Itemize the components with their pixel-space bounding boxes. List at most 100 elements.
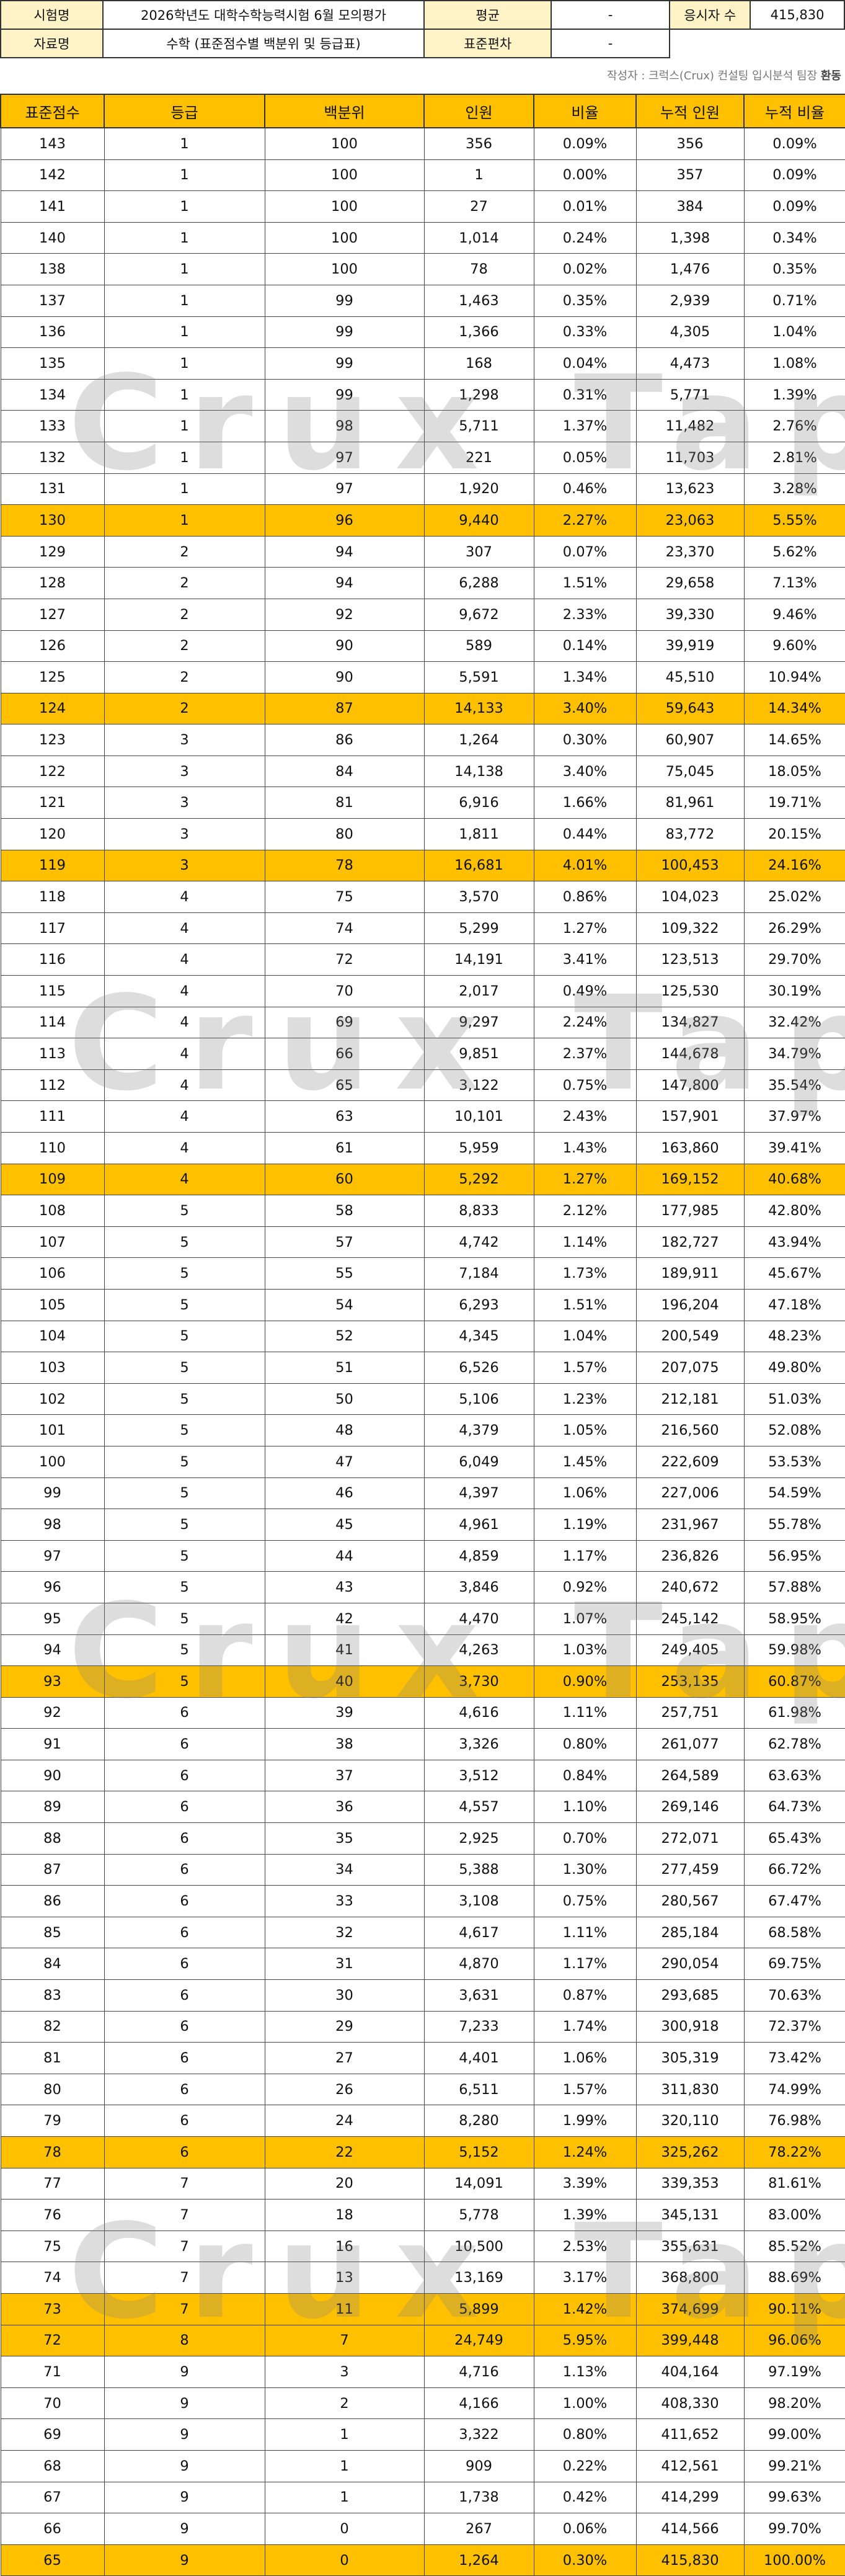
cumulative-count-cell: 231,967 (635, 1509, 745, 1541)
grade-cell: 4 (104, 1163, 265, 1196)
percentile-cell: 99 (264, 347, 425, 380)
ratio-cell: 0.70% (533, 1822, 637, 1855)
grade-cell: 1 (104, 221, 265, 254)
ratio-cell: 1.34% (533, 661, 637, 693)
count-cell: 6,288 (423, 567, 534, 599)
count-cell: 14,138 (423, 755, 534, 788)
cumulative-ratio-cell: 59.98% (743, 1634, 845, 1667)
cumulative-ratio-cell: 72.37% (743, 2010, 845, 2043)
table-row: 70 9 2 4,166 1.00% 408,330 98.20% (0, 2387, 845, 2420)
cumulative-ratio-cell: 1.04% (743, 316, 845, 349)
standard-score-cell: 141 (0, 190, 105, 223)
grade-cell: 7 (104, 2262, 265, 2294)
grade-cell: 4 (104, 1100, 265, 1133)
percentile-cell: 42 (264, 1602, 425, 1635)
ratio-cell: 1.23% (533, 1383, 637, 1415)
table-row: 105 5 54 6,293 1.51% 196,204 47.18% (0, 1288, 845, 1321)
cumulative-ratio-cell: 61.98% (743, 1696, 845, 1729)
standard-score-cell: 93 (0, 1665, 105, 1698)
table-row: 122 3 84 14,138 3.40% 75,045 18.05% (0, 755, 845, 788)
material-value: 수학 (표준점수별 백분위 및 등급표) (102, 29, 425, 58)
table-row: 66 9 0 267 0.06% 414,566 99.70% (0, 2513, 845, 2545)
cumulative-count-cell: 144,678 (635, 1038, 745, 1070)
count-cell: 7,233 (423, 2010, 534, 2043)
cumulative-count-cell: 293,685 (635, 1979, 745, 2012)
table-row: 112 4 65 3,122 0.75% 147,800 35.54% (0, 1069, 845, 1102)
percentile-cell: 48 (264, 1414, 425, 1446)
percentile-cell: 0 (264, 2513, 425, 2545)
grade-cell: 4 (104, 975, 265, 1007)
grade-cell: 2 (104, 598, 265, 631)
grade-cell: 5 (104, 1352, 265, 1384)
count-cell: 4,742 (423, 1226, 534, 1259)
standard-score-cell: 137 (0, 284, 105, 317)
standard-score-cell: 142 (0, 159, 105, 192)
table-row: 78 6 22 5,152 1.24% 325,262 78.22% (0, 2136, 845, 2168)
cumulative-count-cell: 177,985 (635, 1195, 745, 1227)
standard-score-cell: 100 (0, 1445, 105, 1478)
author-credit: 작성자 : 크럭스(Crux) 컨설팅 입시분석 팀장 환동 (607, 67, 841, 83)
table-row: 91 6 38 3,326 0.80% 261,077 62.78% (0, 1728, 845, 1760)
standard-score-cell: 101 (0, 1414, 105, 1446)
grade-cell: 3 (104, 755, 265, 788)
count-cell: 4,716 (423, 2356, 534, 2388)
table-row: 74 7 13 13,169 3.17% 368,800 88.69% (0, 2262, 845, 2294)
cumulative-count-cell: 249,405 (635, 1634, 745, 1667)
standard-score-cell: 132 (0, 441, 105, 474)
cumulative-ratio-cell: 37.97% (743, 1100, 845, 1133)
cumulative-ratio-cell: 66.72% (743, 1853, 845, 1886)
cumulative-count-cell: 45,510 (635, 661, 745, 693)
grade-cell: 4 (104, 881, 265, 913)
percentile-cell: 100 (264, 221, 425, 254)
ratio-cell: 0.02% (533, 253, 637, 285)
count-cell: 5,899 (423, 2293, 534, 2325)
percentile-cell: 94 (264, 535, 425, 568)
percentile-cell: 1 (264, 2481, 425, 2514)
count-cell: 1,366 (423, 316, 534, 349)
grade-cell: 5 (104, 1602, 265, 1635)
cumulative-count-cell: 39,919 (635, 630, 745, 662)
count-cell: 7,184 (423, 1257, 534, 1290)
standard-score-cell: 89 (0, 1791, 105, 1824)
count-cell: 78 (423, 253, 534, 285)
cumulative-count-cell: 11,703 (635, 441, 745, 474)
cumulative-count-cell: 253,135 (635, 1665, 745, 1698)
cumulative-ratio-cell: 45.67% (743, 1257, 845, 1290)
table-row: 103 5 51 6,526 1.57% 207,075 49.80% (0, 1352, 845, 1384)
percentile-cell: 33 (264, 1885, 425, 1917)
cumulative-count-cell: 1,476 (635, 253, 745, 285)
grade-cell: 7 (104, 2199, 265, 2231)
table-row: 111 4 63 10,101 2.43% 157,901 37.97% (0, 1100, 845, 1133)
table-row: 85 6 32 4,617 1.11% 285,184 68.58% (0, 1916, 845, 1949)
table-row: 100 5 47 6,049 1.45% 222,609 53.53% (0, 1445, 845, 1478)
grade-cell: 1 (104, 253, 265, 285)
standard-score-cell: 117 (0, 912, 105, 945)
percentile-cell: 16 (264, 2230, 425, 2263)
count-cell: 9,297 (423, 1006, 534, 1039)
ratio-cell: 0.04% (533, 347, 637, 380)
cumulative-ratio-cell: 49.80% (743, 1352, 845, 1384)
cumulative-ratio-cell: 99.70% (743, 2513, 845, 2545)
exam-name-value: 2026학년도 대학수학능력시험 6월 모의평가 (102, 0, 425, 30)
count-cell: 14,091 (423, 2167, 534, 2200)
cumulative-ratio-cell: 64.73% (743, 1791, 845, 1824)
standard-score-cell: 82 (0, 2010, 105, 2043)
count-cell: 1,264 (423, 2544, 534, 2576)
ratio-cell: 2.43% (533, 1100, 637, 1133)
cumulative-count-cell: 200,549 (635, 1320, 745, 1353)
cumulative-count-cell: 207,075 (635, 1352, 745, 1384)
percentile-cell: 81 (264, 787, 425, 819)
count-cell: 4,961 (423, 1509, 534, 1541)
cumulative-count-cell: 39,330 (635, 598, 745, 631)
standard-score-cell: 77 (0, 2167, 105, 2200)
ratio-cell: 1.30% (533, 1853, 637, 1886)
ratio-cell: 0.86% (533, 881, 637, 913)
count-cell: 1,298 (423, 378, 534, 411)
cumulative-ratio-cell: 9.60% (743, 630, 845, 662)
grade-cell: 1 (104, 316, 265, 349)
takers-label: 응시자 수 (669, 0, 751, 30)
ratio-cell: 2.27% (533, 504, 637, 537)
percentile-cell: 20 (264, 2167, 425, 2200)
cumulative-ratio-cell: 26.29% (743, 912, 845, 945)
count-cell: 6,049 (423, 1445, 534, 1478)
